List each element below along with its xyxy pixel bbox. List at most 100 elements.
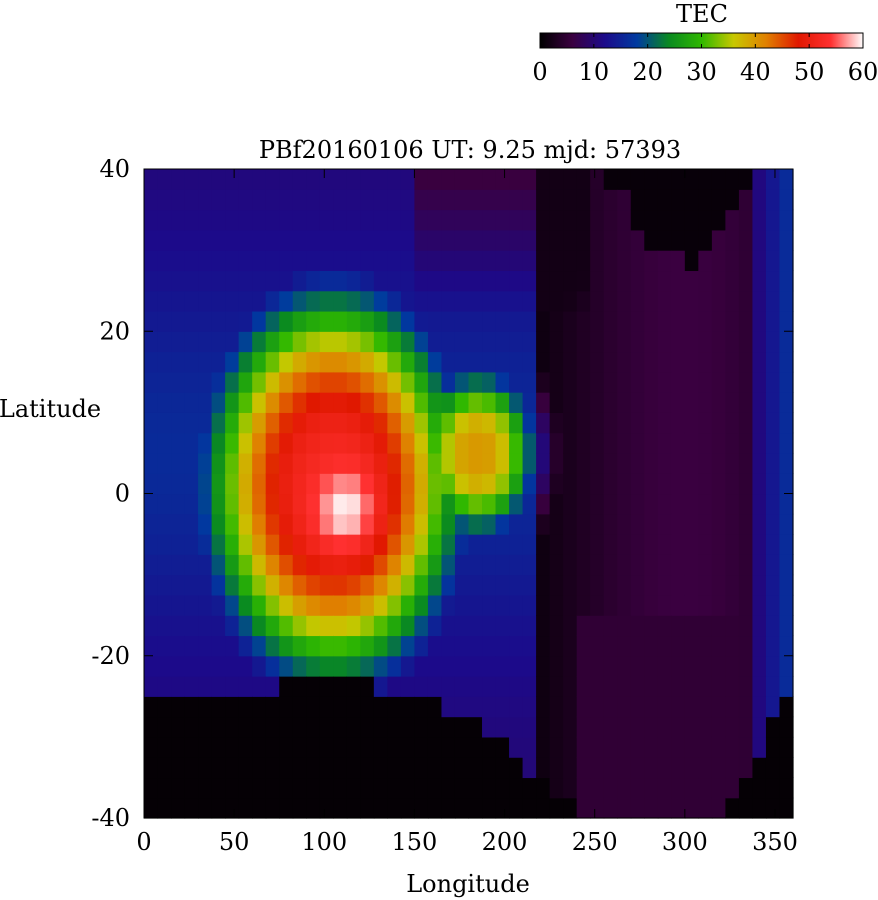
heatmap-cell — [644, 534, 659, 555]
heatmap-cell — [292, 169, 307, 190]
heatmap-cell — [238, 290, 253, 312]
heatmap-cell — [279, 452, 294, 474]
heatmap-cell — [630, 392, 645, 413]
heatmap-cell — [319, 594, 334, 616]
heatmap-cell — [563, 310, 578, 332]
heatmap-cell — [184, 635, 199, 657]
heatmap-cell — [265, 270, 280, 292]
heatmap-cell — [752, 371, 767, 393]
heatmap-cell — [698, 554, 713, 576]
heatmap-cell — [671, 716, 686, 738]
heatmap-cell — [630, 534, 645, 555]
heatmap-cell — [292, 412, 307, 434]
heatmap-cell — [441, 432, 456, 454]
heatmap-cell — [279, 310, 294, 332]
y-tick-label: 0 — [115, 480, 130, 508]
heatmap-cell — [590, 736, 605, 758]
heatmap-cell — [711, 594, 726, 616]
heatmap-cell — [211, 736, 226, 758]
heatmap-cell — [238, 310, 253, 332]
heatmap-cell — [522, 513, 537, 535]
heatmap-cell — [400, 432, 416, 454]
heatmap-cell — [427, 432, 443, 454]
heatmap-cell — [211, 473, 226, 495]
heatmap-cell — [360, 412, 375, 434]
heatmap-cell — [779, 493, 794, 515]
heatmap-cell — [157, 655, 172, 677]
heatmap-cell — [576, 635, 591, 657]
heatmap-cell — [184, 351, 199, 373]
heatmap-cell — [509, 757, 524, 779]
heatmap-cell — [414, 655, 429, 677]
heatmap-cell — [225, 797, 240, 819]
heatmap-cell — [752, 696, 767, 718]
heatmap-cell — [279, 290, 294, 312]
heatmap-cell — [333, 432, 348, 454]
heatmap-cell — [684, 331, 699, 353]
heatmap-cell — [563, 270, 578, 292]
heatmap-cell — [333, 473, 348, 495]
heatmap-cell — [617, 716, 632, 738]
heatmap-cell — [576, 615, 591, 637]
heatmap-cell — [738, 797, 754, 819]
heatmap-cell — [292, 777, 307, 799]
heatmap-cell — [292, 473, 307, 495]
heatmap-cell — [549, 493, 564, 515]
heatmap-cell — [725, 797, 740, 819]
heatmap-cell — [509, 797, 524, 819]
heatmap-cell — [630, 513, 645, 535]
heatmap-cell — [590, 797, 605, 819]
heatmap-cell — [144, 534, 159, 555]
heatmap-cell — [225, 371, 240, 393]
heatmap-cell — [752, 209, 767, 231]
heatmap-cell — [198, 351, 213, 373]
heatmap-cell — [319, 250, 334, 272]
heatmap-cell — [738, 493, 754, 515]
heatmap-cell — [333, 310, 348, 332]
heatmap-cell — [373, 169, 388, 190]
heatmap-cell — [738, 290, 754, 312]
heatmap-cell — [698, 716, 713, 738]
heatmap-cell — [171, 676, 186, 697]
heatmap-cell — [657, 270, 672, 292]
heatmap-cell — [711, 209, 726, 231]
heatmap-cell — [319, 493, 334, 515]
heatmap-cell — [779, 554, 794, 576]
heatmap-cell — [427, 209, 443, 231]
heatmap-cell — [576, 452, 591, 474]
heatmap-cell — [711, 635, 726, 657]
heatmap-cell — [333, 189, 348, 211]
heatmap-cell — [225, 554, 240, 576]
heatmap-cell — [630, 290, 645, 312]
heatmap-cell — [157, 554, 172, 576]
heatmap-cell — [711, 615, 726, 637]
heatmap-cell — [198, 655, 213, 677]
heatmap-cell — [738, 452, 754, 474]
heatmap-cell — [468, 473, 483, 495]
heatmap-cell — [522, 676, 537, 697]
heatmap-cell — [765, 351, 781, 373]
heatmap-cell — [468, 331, 483, 353]
heatmap-cell — [225, 473, 240, 495]
heatmap-cell — [563, 797, 578, 819]
heatmap-cell — [590, 513, 605, 535]
x-axis-label: Longitude — [406, 870, 530, 898]
heatmap-cell — [252, 635, 267, 657]
chart-title: PBf20160106 UT: 9.25 mjd: 57393 — [259, 136, 681, 164]
heatmap-cell — [211, 676, 226, 697]
heatmap-cell — [590, 270, 605, 292]
heatmap-cell — [522, 736, 537, 758]
heatmap-cell — [144, 797, 159, 819]
x-tick-label: 50 — [219, 828, 250, 856]
heatmap-cell — [698, 797, 713, 819]
heatmap-cell — [292, 797, 307, 819]
heatmap-cell — [644, 493, 659, 515]
heatmap-cell — [536, 655, 551, 677]
heatmap-cell — [157, 716, 172, 738]
heatmap-cell — [211, 250, 226, 272]
heatmap-cell — [252, 594, 267, 616]
heatmap-cell — [427, 351, 443, 373]
heatmap-cell — [563, 615, 578, 637]
heatmap-cell — [725, 554, 740, 576]
heatmap-cell — [144, 331, 159, 353]
